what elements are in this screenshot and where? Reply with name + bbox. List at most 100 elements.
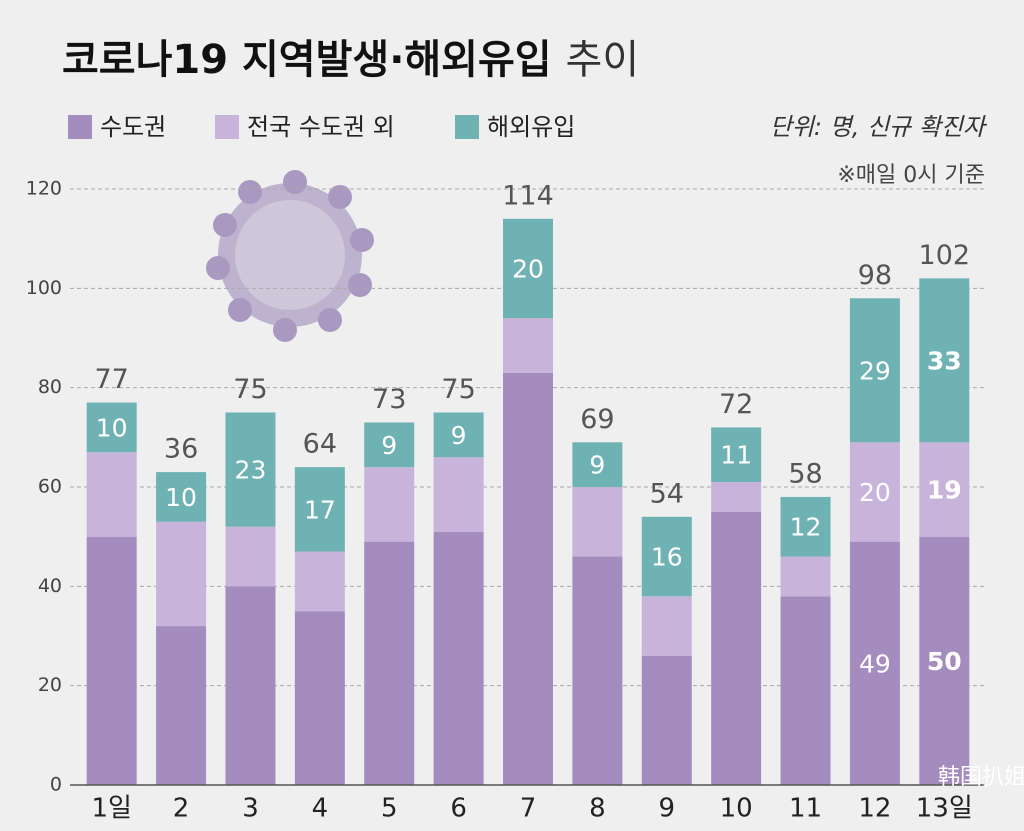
bar-segment — [156, 472, 207, 522]
bar-segment — [641, 655, 692, 785]
bar-segment — [919, 442, 970, 537]
x-tick-label: 9 — [658, 794, 675, 824]
legend-label: 전국 수도권 외 — [247, 113, 395, 141]
y-tick-label: 40 — [38, 575, 62, 597]
x-tick-label: 5 — [381, 794, 398, 824]
bar-segment — [849, 442, 900, 542]
segment-label: 12 — [790, 513, 822, 542]
segment-label: 16 — [651, 543, 683, 572]
bar-segment — [572, 442, 623, 487]
bar-segment — [641, 596, 692, 656]
bar-segment — [711, 427, 762, 483]
total-label: 64 — [303, 429, 337, 460]
segment-label: 19 — [927, 475, 962, 504]
bar-segment — [156, 521, 207, 627]
total-label: 36 — [164, 434, 198, 465]
y-tick-label: 120 — [26, 178, 62, 200]
total-label: 72 — [719, 389, 753, 420]
x-tick-label: 1일 — [91, 794, 131, 824]
segment-label: 9 — [451, 421, 467, 450]
bar-segment — [849, 541, 900, 785]
legend-label: 수도권 — [100, 113, 166, 141]
segment-label: 11 — [720, 441, 752, 470]
segment-label: 17 — [304, 495, 336, 524]
bar-segment — [86, 536, 137, 785]
y-tick-label: 80 — [38, 376, 62, 398]
total-label: 69 — [580, 404, 614, 435]
x-tick-label: 3 — [242, 794, 259, 824]
segment-label: 33 — [927, 346, 962, 375]
bar-segment — [364, 467, 415, 542]
bar-segment — [572, 487, 623, 557]
y-tick-label: 100 — [26, 277, 62, 299]
total-label: 75 — [233, 374, 267, 405]
bar-segment — [780, 496, 831, 557]
bar-segment — [849, 298, 900, 443]
bar-segment — [86, 452, 137, 537]
x-tick-label: 13일 — [916, 794, 973, 824]
segment-label: 50 — [927, 647, 962, 676]
y-tick-label: 0 — [50, 774, 62, 796]
segment-label: 10 — [96, 413, 128, 442]
bar-segment — [156, 626, 207, 785]
total-label: 58 — [788, 458, 822, 489]
bar-segment — [364, 541, 415, 785]
bar-segment — [294, 467, 345, 552]
total-label: 77 — [95, 364, 129, 395]
bar-segment — [503, 318, 553, 373]
bar-segment — [86, 402, 137, 453]
total-label: 54 — [650, 478, 684, 509]
virus-illustration — [206, 170, 374, 342]
bar-segment — [711, 482, 762, 512]
legend-swatch — [455, 115, 479, 139]
total-label: 98 — [858, 260, 892, 291]
bar-segment — [225, 586, 276, 785]
segment-label: 20 — [859, 478, 891, 507]
bar-segment — [294, 611, 345, 785]
segment-label: 29 — [859, 356, 891, 385]
bar-segment — [433, 457, 484, 532]
bar-segment — [364, 422, 415, 468]
segment-label: 9 — [381, 431, 397, 460]
legend-swatch — [68, 115, 92, 139]
bar-segment — [919, 278, 970, 443]
x-tick-label: 6 — [450, 794, 467, 824]
bar-segment — [225, 412, 276, 527]
x-tick-label: 8 — [589, 794, 606, 824]
segment-label: 9 — [589, 451, 605, 480]
bar-segment — [503, 218, 553, 319]
y-tick-label: 20 — [38, 674, 62, 696]
time-note: ※매일 0시 기준 — [837, 163, 985, 188]
y-tick-label: 60 — [38, 476, 62, 498]
bar-segment — [711, 511, 762, 785]
x-tick-label: 11 — [789, 794, 822, 824]
x-tick-label: 12 — [858, 794, 891, 824]
bar-segment — [919, 536, 970, 785]
bar-segment — [433, 412, 484, 458]
total-label: 75 — [441, 374, 475, 405]
bar-segment — [294, 551, 345, 612]
bar-segment — [225, 526, 276, 587]
bar-segment — [641, 516, 692, 597]
bar-segment — [572, 556, 623, 785]
bar-segment — [433, 531, 484, 785]
segment-label: 23 — [235, 456, 267, 485]
total-label: 102 — [919, 240, 971, 271]
total-label: 73 — [372, 384, 406, 415]
total-label: 114 — [502, 180, 554, 211]
chart-title: 코로나19 지역발생·해외유입 추이 — [62, 37, 639, 83]
legend-label: 해외유입 — [487, 113, 575, 141]
x-tick-label: 10 — [720, 794, 753, 824]
x-tick-label: 7 — [520, 794, 537, 824]
bar-segment — [780, 596, 831, 785]
x-tick-label: 4 — [312, 794, 329, 824]
watermark: 韩国扒姐 — [938, 765, 1024, 790]
segment-label: 10 — [165, 483, 197, 512]
segment-label: 49 — [859, 649, 891, 678]
x-tick-label: 2 — [173, 794, 190, 824]
bar-segment — [780, 556, 831, 597]
unit-note: 단위: 명, 신규 확진자 — [770, 113, 988, 141]
legend-swatch — [215, 115, 239, 139]
bar-segment — [503, 372, 553, 785]
